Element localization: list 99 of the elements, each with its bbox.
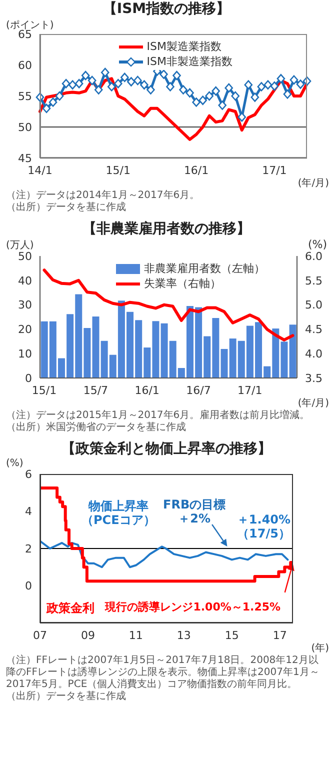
x-tick-label: 09 xyxy=(81,628,95,642)
point xyxy=(276,74,286,84)
x-axis-title: (年) xyxy=(311,642,329,654)
x-axis-title: (年/月) xyxy=(298,177,329,190)
point xyxy=(94,85,103,94)
point xyxy=(62,78,70,88)
annotation: 現行の誘導レンジ1.00%～1.25% xyxy=(104,600,281,614)
point xyxy=(127,77,136,86)
point xyxy=(100,68,110,78)
y-tick-label: 0 xyxy=(25,580,32,593)
x-tick-label: 07 xyxy=(33,628,47,642)
point xyxy=(166,82,174,92)
point xyxy=(120,72,129,82)
point xyxy=(107,82,116,92)
text: （出所）データを基に作成 xyxy=(5,691,127,703)
legend-label: ISM製造業指数 xyxy=(146,39,222,54)
y-tick-label: 10 xyxy=(18,348,32,361)
point xyxy=(250,92,260,102)
point xyxy=(244,80,253,90)
y-tick-label: 4 xyxy=(25,505,32,518)
annotation: ＋1.40%（17/5） xyxy=(236,512,291,541)
legend-label: 非農業雇用者数（左軸） xyxy=(144,261,265,276)
point xyxy=(231,91,240,101)
x-tick-label: 15/1 xyxy=(32,384,57,397)
point xyxy=(198,96,207,105)
point xyxy=(264,80,272,90)
point xyxy=(224,83,234,93)
series-label: 政策金利 xyxy=(46,601,94,616)
chart-title: 【非農業雇用者数の推移】 xyxy=(82,220,252,238)
line-series xyxy=(40,540,289,568)
text: （注）FFレートは2007年1月5日～2017年7月18日。2008年12月以降のFFレートは誘導レンジの上限を表示。物価上昇率は2007年1月～2017年5月。PCE（個人消費支出）コア物価指数の前年同月比。 xyxy=(5,655,320,690)
point xyxy=(68,80,77,90)
y-tick-label: 50 xyxy=(18,120,32,134)
point xyxy=(81,70,90,80)
y2-tick-label: 3.5 xyxy=(305,372,322,385)
chart-title: 【ISM指数の推移】 xyxy=(102,0,232,18)
point xyxy=(290,75,298,85)
x-tick-label: 16/1 xyxy=(184,164,209,177)
x-axis-title: (年/月) xyxy=(298,397,329,410)
legend-label: 失業率（右軸） xyxy=(144,276,221,291)
point xyxy=(205,91,214,101)
x-tick-label: 15/7 xyxy=(83,384,108,397)
point xyxy=(140,80,148,90)
legend-label: ISM非製造業指数 xyxy=(146,54,232,69)
x-tick-label: 15 xyxy=(224,628,239,642)
point xyxy=(296,80,305,89)
point xyxy=(179,85,188,94)
point xyxy=(114,78,122,88)
x-tick-label: 14/1 xyxy=(28,164,52,177)
y-tick-label: 30 xyxy=(18,298,32,312)
ref-line-label: FRBの目標＋2% xyxy=(163,498,226,526)
point xyxy=(218,100,226,110)
point xyxy=(270,81,279,91)
y2-axis-title: (%) xyxy=(308,238,327,251)
y2-tick-label: 5.0 xyxy=(305,298,322,312)
y-tick-label: 45 xyxy=(18,152,32,165)
point xyxy=(88,76,96,86)
series-label: 物価上昇率（PCEコア） xyxy=(80,498,156,527)
text: （出所）米国労働省のデータを基に作成 xyxy=(5,422,187,434)
y-tick-label: 50 xyxy=(18,250,32,263)
y-tick-label: 6 xyxy=(25,468,32,481)
x-tick-label: 16/1 xyxy=(134,384,160,397)
point xyxy=(212,86,220,96)
x-tick-label: 13 xyxy=(176,628,191,642)
y2-tick-label: 6.0 xyxy=(305,250,322,263)
x-tick-label: 17 xyxy=(272,628,287,642)
point xyxy=(257,82,266,92)
point xyxy=(172,70,181,80)
point xyxy=(186,88,194,98)
text: （注）データは2014年1月～2017年6月。 xyxy=(5,190,201,202)
x-tick-label: 16/7 xyxy=(186,384,211,397)
y-axis-title: (%) xyxy=(6,458,24,469)
point xyxy=(42,104,51,114)
y-tick-label: 40 xyxy=(18,274,32,288)
x-tick-label: 11 xyxy=(128,628,143,642)
y-tick-label: 2 xyxy=(25,542,32,556)
y2-tick-label: 4.0 xyxy=(305,348,322,361)
point xyxy=(55,91,64,101)
y-tick-label: 60 xyxy=(18,58,32,72)
point xyxy=(134,76,142,86)
y-tick-label: 55 xyxy=(18,90,32,103)
y-tick-label: 20 xyxy=(18,323,32,336)
y2-tick-label: 4.5 xyxy=(305,323,322,336)
point xyxy=(192,98,200,107)
text: （注）データは2015年1月～2017年6月。雇用者数は前月比増減。 xyxy=(5,410,311,422)
point xyxy=(146,85,155,94)
text: （出所）データを基に作成 xyxy=(5,202,127,214)
x-tick-label: 17/1 xyxy=(238,384,262,397)
x-tick-label: 15/1 xyxy=(106,164,130,177)
point xyxy=(48,98,58,107)
point xyxy=(74,78,84,88)
y-axis-title: (万人) xyxy=(6,239,34,252)
point xyxy=(160,70,168,79)
y-tick-label: 0 xyxy=(25,372,32,385)
y2-tick-label: 5.5 xyxy=(305,274,322,288)
bar xyxy=(289,324,296,378)
point xyxy=(283,89,292,99)
x-tick-label: 17/1 xyxy=(262,164,287,177)
chart-title: 【政策金利と物価上昇率の推移】 xyxy=(60,440,272,458)
